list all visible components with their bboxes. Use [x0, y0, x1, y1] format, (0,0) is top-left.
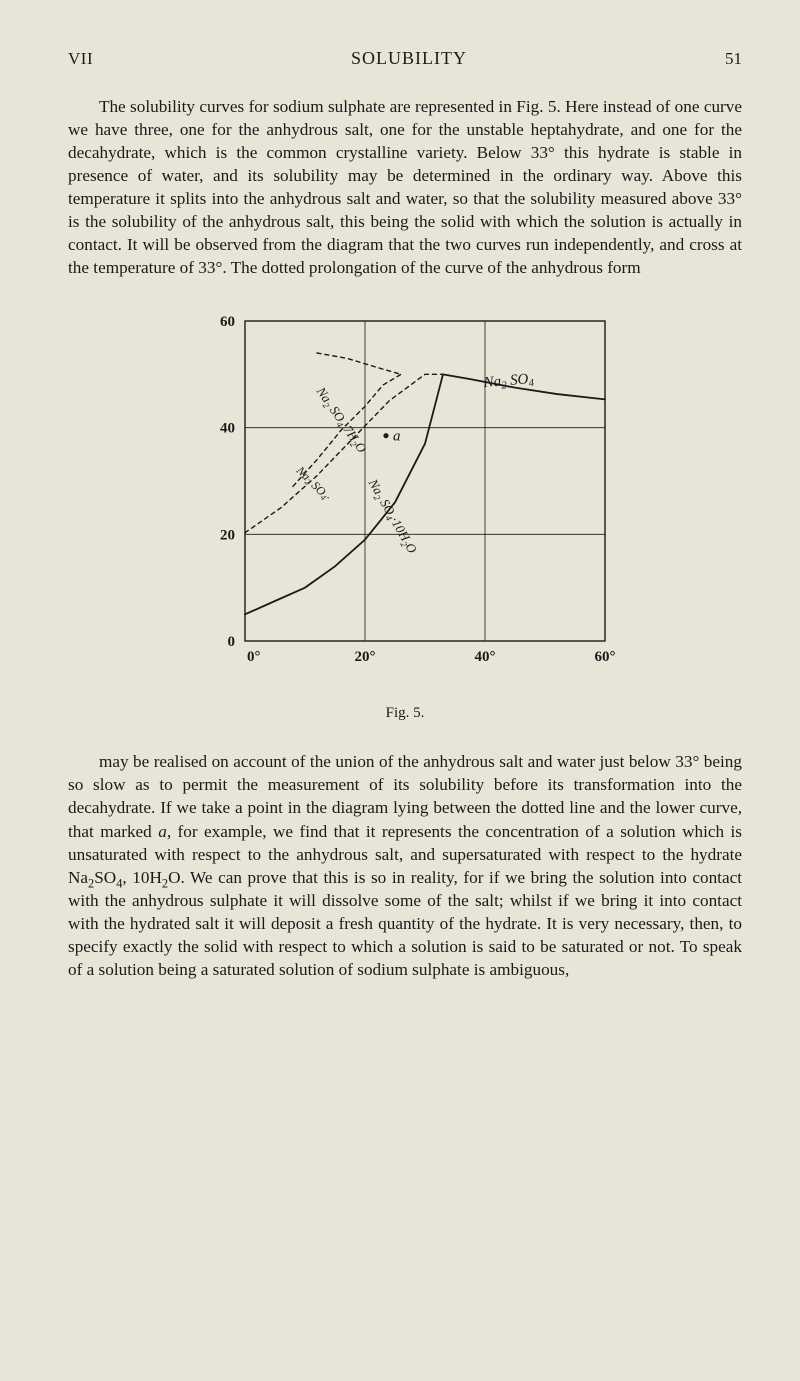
svg-text:60: 60: [220, 314, 235, 330]
solubility-chart: 0°20°40°60°0204060aNa2 SO4Na2 SO4·10H2ON…: [175, 301, 635, 701]
svg-text:60°: 60°: [595, 649, 616, 665]
svg-text:40°: 40°: [475, 649, 496, 665]
svg-text:Na2 SO4·10H2O: Na2 SO4·10H2O: [364, 476, 421, 558]
svg-text:20: 20: [220, 528, 235, 544]
svg-text:40: 40: [220, 421, 235, 437]
running-header: VII SOLUBILITY 51: [68, 48, 742, 69]
figure-5: 0°20°40°60°0204060aNa2 SO4Na2 SO4·10H2ON…: [68, 301, 742, 722]
page-number: 51: [725, 49, 742, 69]
chapter-number: VII: [68, 49, 93, 69]
paragraph-2: may be realised on account of the union …: [68, 750, 742, 980]
paragraph-1: The solubility curves for sodium sulphat…: [68, 95, 742, 279]
svg-text:a: a: [393, 429, 401, 445]
svg-text:Na2 SO4·7H2O: Na2 SO4·7H2O: [312, 384, 370, 458]
svg-text:Na2 SO4·: Na2 SO4·: [292, 463, 334, 505]
svg-text:0°: 0°: [247, 649, 261, 665]
page: VII SOLUBILITY 51 The solubility curves …: [0, 0, 800, 1381]
page-title: SOLUBILITY: [93, 48, 725, 69]
svg-text:20°: 20°: [355, 649, 376, 665]
figure-caption: Fig. 5.: [68, 705, 742, 722]
svg-text:0: 0: [228, 634, 236, 650]
